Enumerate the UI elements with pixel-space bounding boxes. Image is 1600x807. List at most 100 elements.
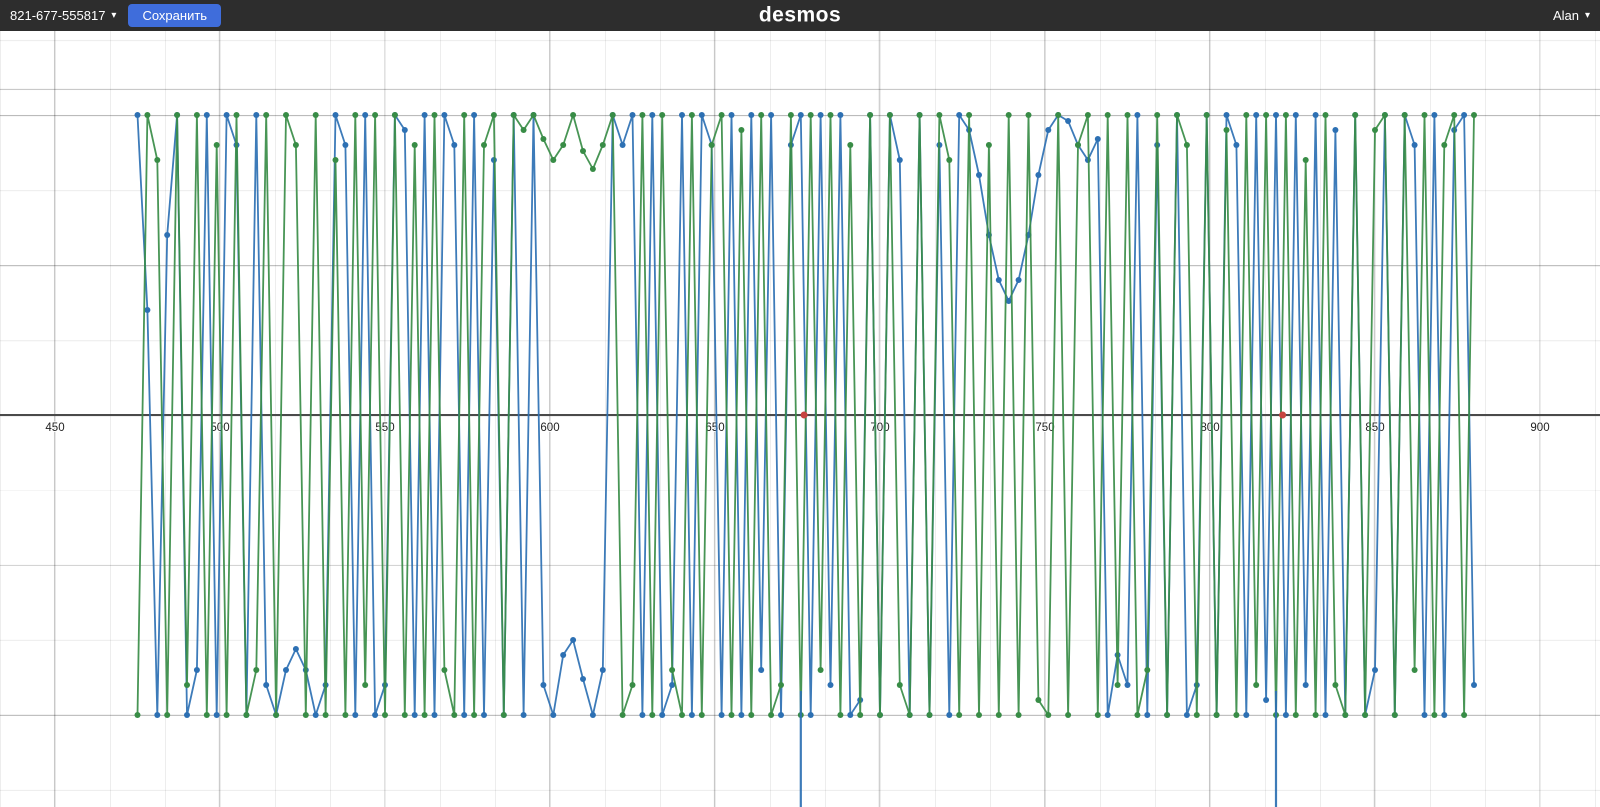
blue-signal-point (401, 127, 408, 133)
green-signal-point (431, 112, 438, 118)
blue-signal-point (1421, 712, 1428, 718)
green-signal-point (599, 142, 606, 148)
blue-signal-point (550, 712, 557, 718)
x-tick-label: 650 (705, 422, 725, 434)
green-signal-point (827, 112, 834, 118)
movable-point[interactable] (1279, 411, 1287, 419)
green-signal-point (956, 712, 963, 718)
green-signal-point (302, 712, 309, 718)
blue-signal-point (639, 712, 646, 718)
green-signal-point (1045, 712, 1052, 718)
movable-point[interactable] (800, 411, 808, 419)
green-signal-point (520, 127, 527, 133)
green-signal-point (580, 148, 586, 154)
green-signal-point (906, 712, 913, 718)
blue-signal-point (807, 712, 814, 718)
green-signal-point (243, 712, 250, 718)
x-tick-label: 750 (1035, 422, 1055, 434)
green-signal-point (877, 712, 883, 718)
green-signal-point (629, 682, 636, 688)
green-signal-point (411, 142, 418, 148)
blue-signal-point (431, 712, 438, 718)
account-name: Alan (1552, 8, 1579, 23)
green-signal-point (738, 127, 745, 133)
save-button[interactable]: Сохранить (128, 4, 222, 27)
blue-signal-point (203, 112, 210, 118)
blue-signal-point (1045, 127, 1052, 133)
blue-signal-point (570, 637, 577, 643)
blue-signal-point (589, 712, 596, 718)
blue-signal-point (728, 112, 735, 118)
green-signal-point (966, 112, 973, 118)
blue-signal-point (1322, 712, 1329, 718)
blue-signal-point (283, 667, 289, 673)
green-signal-point (1164, 712, 1171, 718)
green-signal-point (787, 112, 794, 118)
green-signal-point (1461, 712, 1468, 718)
green-signal-point (1352, 112, 1359, 118)
blue-signal-point (312, 712, 319, 718)
blue-signal-point (619, 142, 626, 148)
graph-canvas[interactable]: 450 500 550 600 650 700 750 800 850 900 (0, 31, 1600, 807)
blue-signal-point (738, 712, 745, 718)
graph-title-menu[interactable]: 821-677-555817 ▾ (10, 8, 116, 23)
blue-signal-point (946, 712, 953, 718)
green-signal-point (1025, 112, 1032, 118)
blue-signal-point (629, 112, 636, 118)
green-signal-point (164, 712, 171, 718)
blue-signal-point (976, 172, 982, 178)
x-tick-label: 450 (45, 422, 65, 434)
green-signal-point (233, 112, 240, 118)
blue-signal-point (461, 712, 468, 718)
green-signal-point (273, 712, 280, 718)
blue-signal-point (520, 712, 527, 718)
blue-signal-point (1005, 298, 1012, 304)
blue-signal-point (599, 667, 606, 673)
green-signal-point (540, 136, 547, 142)
green-signal-point (768, 712, 775, 718)
blue-signal-point (956, 112, 963, 118)
green-signal-point (1055, 112, 1062, 118)
green-signal-point (1401, 112, 1408, 118)
green-signal-point (728, 712, 735, 718)
green-signal-point (649, 712, 656, 718)
green-signal-point (847, 142, 854, 148)
green-signal-point (174, 112, 181, 118)
desmos-logo[interactable]: desmos (758, 3, 842, 27)
blue-signal-point (698, 112, 705, 118)
green-signal-point (916, 112, 923, 118)
green-signal-point (1104, 112, 1111, 118)
blue-signal-point (1282, 712, 1289, 718)
green-signal-point (203, 712, 210, 718)
green-signal-point (619, 712, 626, 718)
green-signal-point (481, 142, 487, 148)
green-signal-point (1411, 667, 1418, 673)
green-signal-point (976, 712, 982, 718)
green-signal-point (1441, 142, 1448, 148)
blue-signal-point (1223, 112, 1230, 118)
green-signal-point (1421, 112, 1428, 118)
green-signal-point (1174, 112, 1180, 118)
green-signal-point (708, 142, 715, 148)
green-signal-point (1362, 712, 1369, 718)
blue-signal-point (1243, 712, 1250, 718)
green-signal-point (352, 112, 359, 118)
chevron-down-icon: ▾ (1584, 9, 1590, 21)
blue-signal-point (1441, 712, 1448, 718)
green-signal-point (1183, 142, 1190, 148)
blue-signal-point (1292, 112, 1299, 118)
green-signal-point (886, 112, 893, 118)
chevron-down-icon: ▾ (111, 9, 117, 21)
green-signal-point (570, 112, 577, 118)
green-signal-point (510, 112, 517, 118)
blue-signal-point (451, 142, 458, 148)
green-signal-point (639, 112, 646, 118)
green-signal-point (253, 667, 260, 673)
blue-signal-point (768, 112, 775, 118)
blue-signal-point (540, 682, 547, 688)
green-signal-point (946, 157, 953, 163)
account-menu[interactable]: Alan ▾ (1553, 8, 1590, 23)
blue-signal-point (471, 112, 478, 118)
green-signal-point (1223, 127, 1230, 133)
green-signal-point (500, 712, 507, 718)
